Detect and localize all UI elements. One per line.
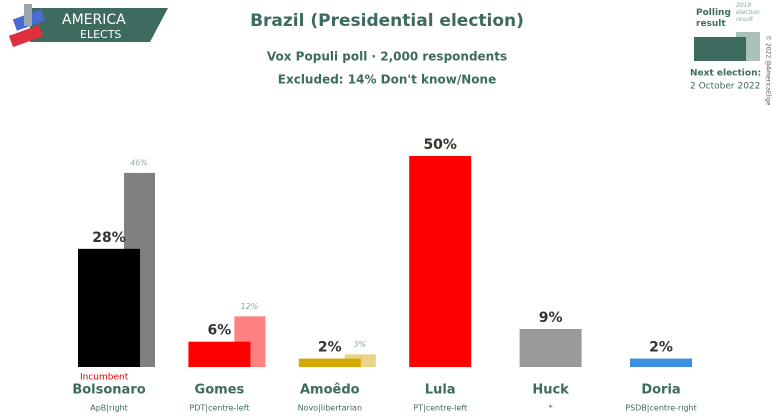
value-label-previous: 3%	[353, 340, 366, 349]
chart-title: Brazil (Presidential election)	[250, 11, 524, 31]
value-label-previous: 46%	[130, 158, 148, 167]
x-tick-sublabel: ApB|right	[90, 404, 128, 413]
bar	[519, 329, 582, 367]
x-tick-sublabel: PDT|centre-left	[189, 404, 249, 413]
x-tick-sublabel: *	[549, 404, 553, 413]
value-label: 2%	[318, 340, 342, 356]
copyright: © 2022 @AmericaElige	[765, 35, 772, 106]
legend-label: Polling result	[696, 8, 731, 29]
logo-text: ELECTS	[80, 28, 121, 41]
x-tick-label: Amoêdo	[300, 383, 360, 398]
x-tick-label: Gomes	[195, 383, 245, 398]
logo-shape	[24, 4, 32, 26]
chart-subtitle: Vox Populi poll · 2,000 respondents	[267, 50, 507, 64]
x-tick-label: Lula	[425, 383, 456, 398]
value-label: 9%	[539, 310, 563, 326]
x-tick-sublabel: Novo|libertarian	[298, 404, 362, 413]
x-tick-label: Doria	[641, 383, 680, 398]
x-tick-sublabel: PT|centre-left	[413, 404, 467, 413]
bar	[78, 248, 140, 367]
next-election-label: Next election:	[690, 69, 761, 79]
x-tick-sublabel: PSDB|centre-right	[625, 404, 697, 413]
next-election-date: 2 October 2022	[690, 82, 760, 92]
value-label: 50%	[423, 137, 457, 153]
bar	[298, 358, 361, 367]
chart-note: Excluded: 14% Don't know/None	[278, 73, 496, 87]
legend-swatch	[694, 37, 746, 61]
value-label: 28%	[92, 230, 126, 246]
bar	[630, 358, 692, 367]
bar	[409, 156, 472, 367]
annotation: Incumbent	[80, 373, 129, 383]
value-label-previous: 12%	[241, 302, 259, 311]
logo-text: AMERICA	[62, 12, 126, 28]
x-tick-label: Huck	[532, 383, 569, 398]
value-label: 2%	[649, 340, 673, 356]
value-label: 6%	[208, 323, 232, 339]
logo-band	[30, 8, 168, 42]
bar	[188, 341, 251, 367]
x-tick-label: Bolsonaro	[72, 383, 145, 398]
legend-label: 2018 election result	[736, 2, 760, 23]
logo-shape	[8, 24, 44, 48]
